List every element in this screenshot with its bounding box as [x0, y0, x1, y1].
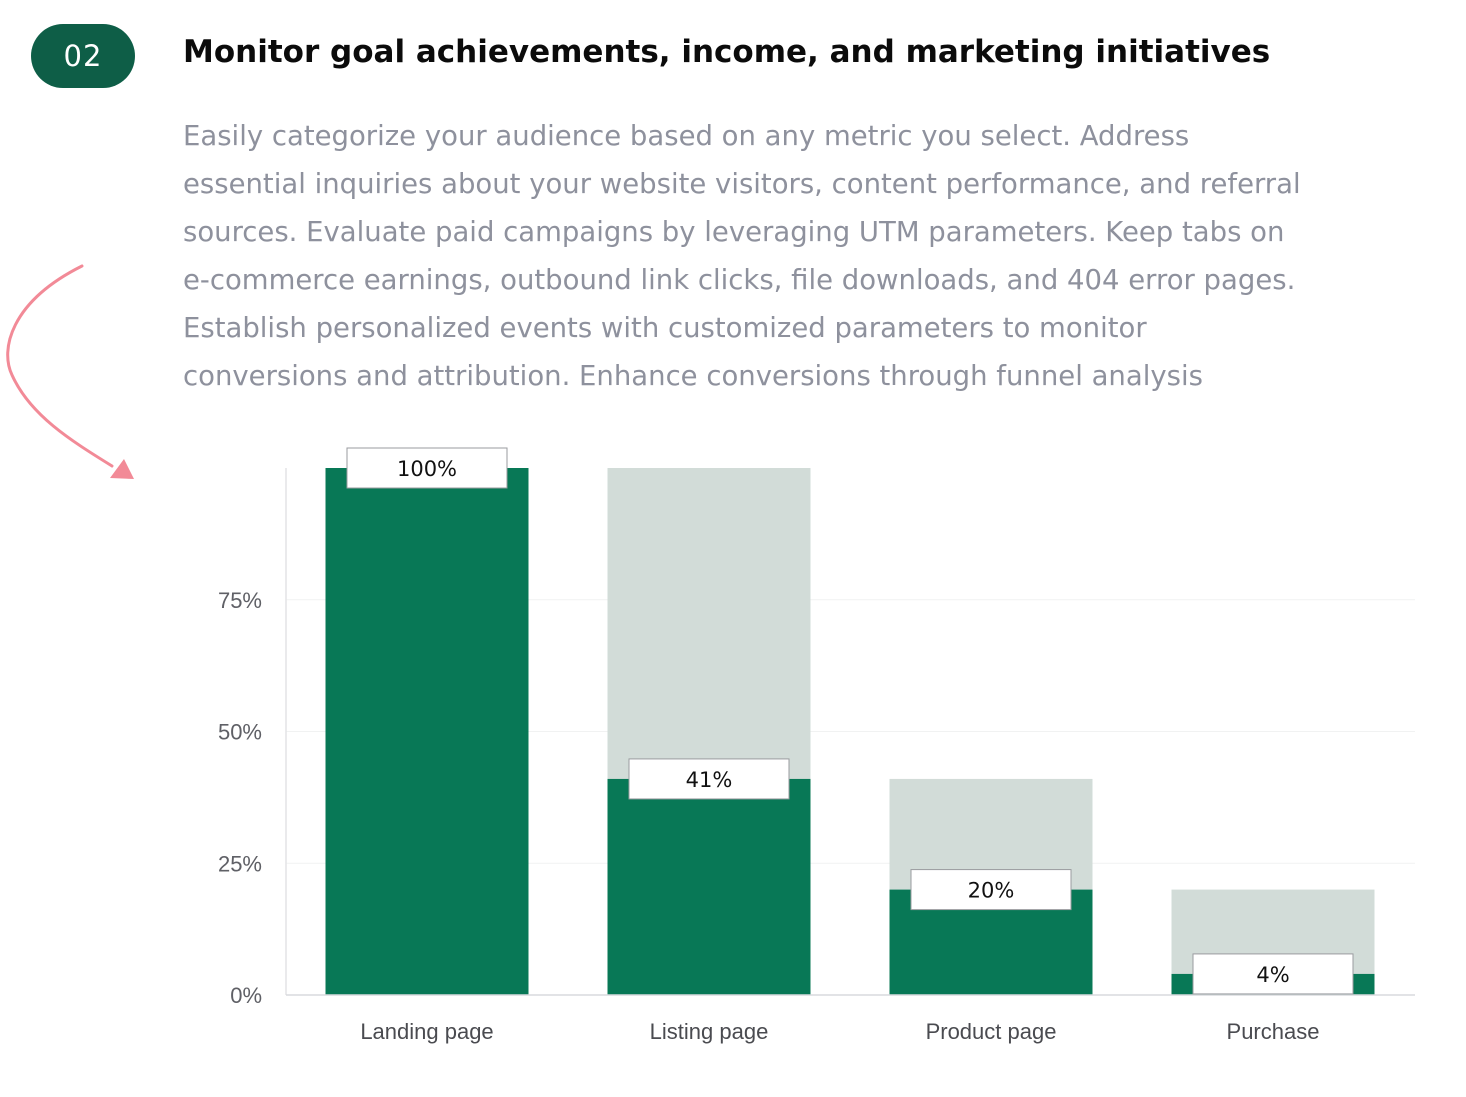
x-category-label: Listing page	[650, 1019, 769, 1044]
description-line: essential inquiries about your website v…	[183, 168, 1301, 200]
value-label-box: 100%	[346, 447, 508, 489]
value-label: 20%	[968, 879, 1015, 903]
value-label-background	[1192, 953, 1354, 995]
value-label-background	[910, 869, 1072, 911]
y-tick-label: 50%	[218, 720, 262, 745]
y-tick-label: 0%	[230, 983, 262, 1008]
value-label: 41%	[686, 768, 733, 792]
value-label-background	[346, 447, 508, 489]
description-line: Establish personalized events with custo…	[183, 312, 1147, 344]
chart-bars	[325, 468, 1375, 995]
arrow-head	[110, 459, 134, 479]
section-title: Monitor goal achievements, income, and m…	[183, 34, 1271, 70]
value-label: 100%	[397, 457, 457, 481]
x-category-label: Product page	[926, 1019, 1057, 1044]
value-label-box: 20%	[910, 869, 1072, 911]
curved-arrow-icon	[6, 264, 134, 479]
x-category-label: Purchase	[1227, 1019, 1320, 1044]
section-description: Easily categorize your audience based on…	[183, 112, 1453, 400]
y-tick-label: 25%	[218, 851, 262, 876]
value-labels: 100% 41% 20% 4%	[346, 447, 1354, 995]
value-label-background	[628, 758, 790, 800]
step-number-badge: 02	[31, 24, 135, 88]
bar	[607, 778, 811, 995]
description-line: conversions and attribution. Enhance con…	[183, 360, 1203, 392]
value-label-box: 4%	[1192, 953, 1354, 995]
y-tick-label: 75%	[218, 588, 262, 613]
description-line: Easily categorize your audience based on…	[183, 120, 1190, 152]
description-line: e-commerce earnings, outbound link click…	[183, 264, 1296, 296]
value-label-box: 41%	[628, 758, 790, 800]
y-axis-ticks: 0% 25% 50% 75%	[218, 588, 262, 1008]
x-axis-categories: Landing page Listing page Product page Purc…	[360, 1019, 1319, 1044]
description-line: sources. Evaluate paid campaigns by leve…	[183, 216, 1285, 248]
value-label: 4%	[1256, 963, 1289, 987]
arrow-curve	[6, 264, 114, 468]
x-category-label: Landing page	[360, 1019, 493, 1044]
bar	[325, 468, 529, 995]
